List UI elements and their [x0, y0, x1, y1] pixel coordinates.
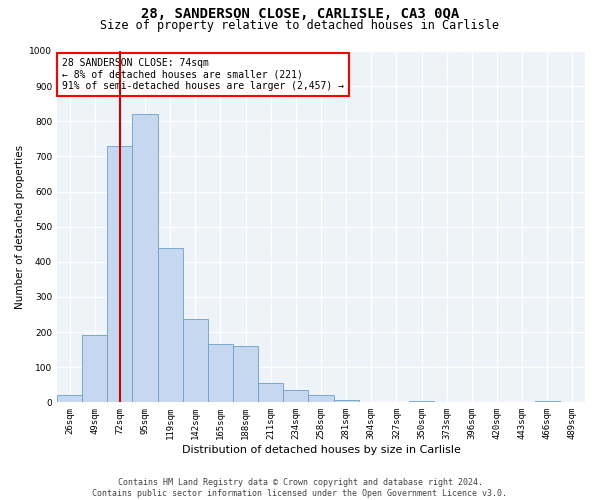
Bar — [233, 346, 258, 403]
Text: Contains HM Land Registry data © Crown copyright and database right 2024.
Contai: Contains HM Land Registry data © Crown c… — [92, 478, 508, 498]
Bar — [158, 248, 183, 402]
Bar — [57, 396, 82, 402]
Bar — [183, 319, 208, 402]
Bar — [107, 146, 133, 403]
Bar — [535, 400, 560, 402]
Bar — [334, 400, 359, 402]
Y-axis label: Number of detached properties: Number of detached properties — [15, 144, 25, 308]
Text: 28, SANDERSON CLOSE, CARLISLE, CA3 0QA: 28, SANDERSON CLOSE, CARLISLE, CA3 0QA — [141, 8, 459, 22]
Text: 28 SANDERSON CLOSE: 74sqm
← 8% of detached houses are smaller (221)
91% of semi-: 28 SANDERSON CLOSE: 74sqm ← 8% of detach… — [62, 58, 344, 91]
Bar — [208, 344, 233, 403]
Bar — [409, 400, 434, 402]
Bar — [258, 383, 283, 402]
Bar — [133, 114, 158, 403]
Bar — [283, 390, 308, 402]
X-axis label: Distribution of detached houses by size in Carlisle: Distribution of detached houses by size … — [182, 445, 460, 455]
Bar — [82, 334, 107, 402]
Text: Size of property relative to detached houses in Carlisle: Size of property relative to detached ho… — [101, 18, 499, 32]
Bar — [308, 396, 334, 402]
